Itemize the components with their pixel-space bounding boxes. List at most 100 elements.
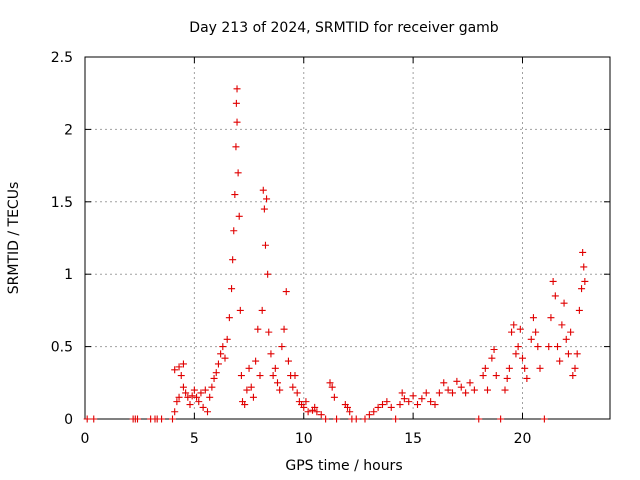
data-point [90,415,98,423]
data-point [289,383,297,391]
data-point [171,408,179,416]
x-tick-label: 5 [190,431,199,447]
data-point [514,343,522,351]
data-point [237,372,245,380]
data-point [254,325,262,333]
data-point [579,248,587,256]
data-point [392,415,400,423]
data-point [232,143,240,151]
data-point [232,99,240,107]
grid-lines [85,57,610,419]
data-point [177,372,185,380]
data-point [547,314,555,322]
data-point [282,288,290,296]
data-point [274,379,281,387]
data-point [497,415,505,423]
data-point [361,415,369,423]
data-point [201,386,209,394]
data-point [573,350,581,358]
data-point [379,401,386,409]
data-point [195,398,203,406]
data-point [197,389,205,397]
data-point [83,415,91,423]
data-point [527,335,535,343]
data-point [510,321,518,329]
data-point [247,383,255,391]
data-point [409,392,417,400]
data-point [581,277,589,285]
data-point [508,328,516,336]
data-point [556,357,564,365]
data-point [435,389,443,397]
data-point [267,350,275,358]
data-point [229,256,237,264]
data-point [521,364,529,372]
data-point [475,415,483,423]
data-point [374,403,382,411]
data-point [501,386,509,394]
data-point [440,379,448,387]
data-point [481,364,489,372]
data-point [333,415,341,423]
data-point [233,85,241,93]
data-point [182,389,190,397]
data-point [241,401,249,409]
data-point [519,354,526,362]
data-point [260,205,268,213]
data-point [199,403,207,411]
data-point [217,350,225,358]
data-point [284,357,292,365]
data-point [352,415,360,423]
data-point [536,364,544,372]
data-point [462,389,470,397]
plot-frame [84,56,611,420]
data-point [545,343,553,351]
data-point [453,377,461,385]
data-point [280,325,288,333]
data-point [492,372,500,380]
data-point [344,403,351,411]
x-axis-label: GPS time / hours [285,458,402,474]
x-tick-label: 0 [81,431,90,447]
data-point [243,386,251,394]
data-point [422,389,430,397]
data-point [235,212,243,220]
data-point [560,299,568,307]
data-point [249,393,257,401]
data-point [405,398,413,406]
data-point [488,354,496,362]
data-point [158,415,166,423]
y-tick-label: 1 [64,267,73,283]
data-point [225,314,233,322]
data-point [317,411,325,419]
data-point [444,386,452,394]
data-point [558,321,566,329]
data-point [134,415,141,423]
y-tick-label: 2.5 [51,50,73,66]
data-point [256,372,264,380]
data-point [186,401,194,409]
data-point [479,372,487,380]
data-point [259,186,267,194]
data-point [571,364,579,372]
data-point [269,372,277,380]
data-point [179,360,187,368]
data-point [330,393,338,401]
data-point [449,389,456,397]
x-tick-label: 20 [514,431,532,447]
data-point [311,403,319,411]
data-point [322,415,330,423]
y-tick-label: 0 [64,412,73,428]
data-point [210,374,218,382]
data-point [457,383,465,391]
data-point [567,328,575,336]
data-point [271,364,279,372]
data-point [302,398,310,406]
data-point [223,335,231,343]
data-point [575,306,583,314]
data-point [580,263,588,271]
data-point [534,343,542,351]
data-point [505,364,513,372]
data-point [263,195,271,203]
